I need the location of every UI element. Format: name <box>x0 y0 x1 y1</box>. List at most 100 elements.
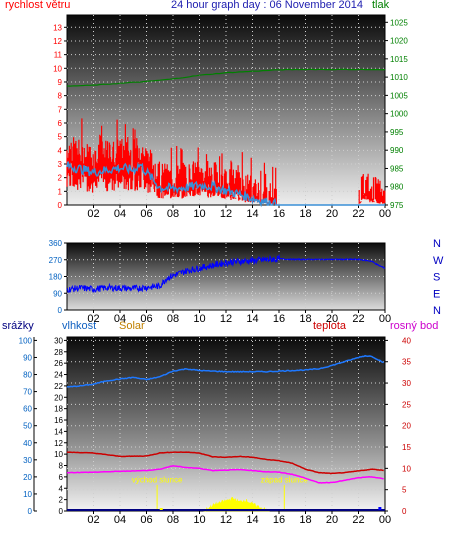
temp-tick-label: 35 <box>402 358 411 367</box>
wind-tick-label: 10 <box>53 64 62 73</box>
dewpoint-series <box>66 465 384 484</box>
compass-label: E <box>433 288 440 300</box>
x-tick-label: 10 <box>193 313 205 325</box>
x-tick-label: 04 <box>114 313 126 325</box>
x-tick-label: 12 <box>220 208 232 220</box>
x-tick-label: 14 <box>246 313 258 325</box>
wind-tick-label: 11 <box>54 51 63 60</box>
x-tick-label: 18 <box>299 313 311 325</box>
wind-tick-label: 13 <box>53 23 62 32</box>
rain-tick-label: 10 <box>23 490 32 499</box>
x-tick-label: 06 <box>140 313 152 325</box>
compass-label: S <box>433 272 440 284</box>
humidity-tick-label: 30 <box>54 336 63 345</box>
x-tick-label: 04 <box>114 514 126 526</box>
compass-label: W <box>433 255 444 267</box>
x-tick-label: 14 <box>246 514 258 526</box>
humidity-tick-label: 10 <box>54 450 63 459</box>
direction-tick-label: 180 <box>49 273 63 282</box>
wind-tick-label: 1 <box>58 187 63 196</box>
humidity-tick-label: 2 <box>59 496 64 505</box>
pressure-tick-label: 1005 <box>390 91 408 100</box>
x-tick-label: 18 <box>299 514 311 526</box>
wind-average-series <box>66 161 385 208</box>
humidity-tick-label: 18 <box>54 405 63 414</box>
pressure-tick-label: 995 <box>390 128 404 137</box>
pressure-tick-label: 1000 <box>390 110 408 119</box>
solar-series <box>203 496 270 512</box>
pressure-label: tlak <box>372 0 390 11</box>
wind-label: rychlost větru <box>5 0 71 11</box>
wind-tick-label: 2 <box>58 174 63 183</box>
humidity-label: vlhkost <box>62 320 97 332</box>
wind-tick-label: 9 <box>58 78 63 87</box>
x-tick-label: 00 <box>379 208 391 220</box>
wind-tick-label: 4 <box>58 146 63 155</box>
rain-tick-label: 90 <box>23 353 32 362</box>
x-tick-label: 12 <box>220 514 232 526</box>
humidity-tick-label: 4 <box>59 484 64 493</box>
humidity-series <box>66 354 384 388</box>
x-tick-label: 16 <box>273 208 285 220</box>
x-tick-label: 20 <box>326 514 338 526</box>
x-tick-label: 06 <box>140 514 152 526</box>
humidity-tick-label: 20 <box>54 393 63 402</box>
temp-tick-label: 15 <box>402 443 411 452</box>
wind-tick-label: 8 <box>58 92 63 101</box>
solar-label: Solar <box>119 320 145 332</box>
temp-tick-label: 5 <box>402 486 407 495</box>
rain-tick-label: 30 <box>23 456 32 465</box>
direction-tick-label: 0 <box>58 306 63 315</box>
sunrise-label: východ slunce <box>132 476 183 485</box>
humidity-tick-label: 16 <box>54 416 63 425</box>
temperature-label: teplota <box>313 320 347 332</box>
rain-tick-label: 100 <box>19 336 33 345</box>
rain-mark <box>378 507 382 510</box>
x-tick-label: 08 <box>167 313 179 325</box>
rain-tick-label: 60 <box>23 405 32 414</box>
page-title: 24 hour graph day : 06 November 2014 <box>171 0 364 11</box>
x-tick-label: 14 <box>246 208 258 220</box>
pressure-tick-label: 1015 <box>390 55 408 64</box>
x-tick-label: 00 <box>379 313 391 325</box>
direction-tick-label: 90 <box>53 289 62 298</box>
temperature-series <box>66 451 384 475</box>
temp-tick-label: 20 <box>402 422 411 431</box>
rain-tick-label: 0 <box>28 507 33 516</box>
temp-tick-label: 30 <box>402 379 411 388</box>
pressure-tick-label: 1025 <box>390 18 408 27</box>
x-tick-label: 22 <box>352 208 364 220</box>
humidity-tick-label: 0 <box>59 507 64 516</box>
pressure-tick-label: 980 <box>390 183 404 192</box>
humidity-tick-label: 6 <box>59 473 64 482</box>
direction-tick-label: 270 <box>49 256 63 265</box>
x-tick-label: 12 <box>220 313 232 325</box>
humidity-tick-label: 22 <box>54 382 63 391</box>
humidity-tick-label: 26 <box>54 359 63 368</box>
temp-tick-label: 0 <box>402 507 407 516</box>
x-tick-label: 22 <box>352 514 364 526</box>
pressure-tick-label: 1020 <box>390 37 408 46</box>
temp-tick-label: 25 <box>402 400 411 409</box>
humidity-tick-label: 8 <box>59 462 64 471</box>
wind-tick-label: 3 <box>58 160 63 169</box>
humidity-tick-label: 24 <box>54 371 63 380</box>
dewpoint-label: rosný bod <box>390 320 439 332</box>
rain-mark <box>159 508 163 510</box>
x-tick-label: 02 <box>87 514 99 526</box>
x-tick-label: 08 <box>167 514 179 526</box>
direction-series <box>66 253 386 294</box>
rain-label: srážky <box>2 320 34 332</box>
rain-tick-label: 70 <box>23 388 32 397</box>
direction-tick-label: 360 <box>49 239 63 248</box>
x-tick-label: 08 <box>167 208 179 220</box>
rain-tick-label: 80 <box>23 371 32 380</box>
x-tick-label: 18 <box>299 208 311 220</box>
rain-tick-label: 40 <box>23 439 32 448</box>
x-tick-label: 20 <box>326 313 338 325</box>
temp-tick-label: 40 <box>402 336 411 345</box>
x-tick-label: 02 <box>87 208 99 220</box>
rain-tick-label: 50 <box>23 422 32 431</box>
